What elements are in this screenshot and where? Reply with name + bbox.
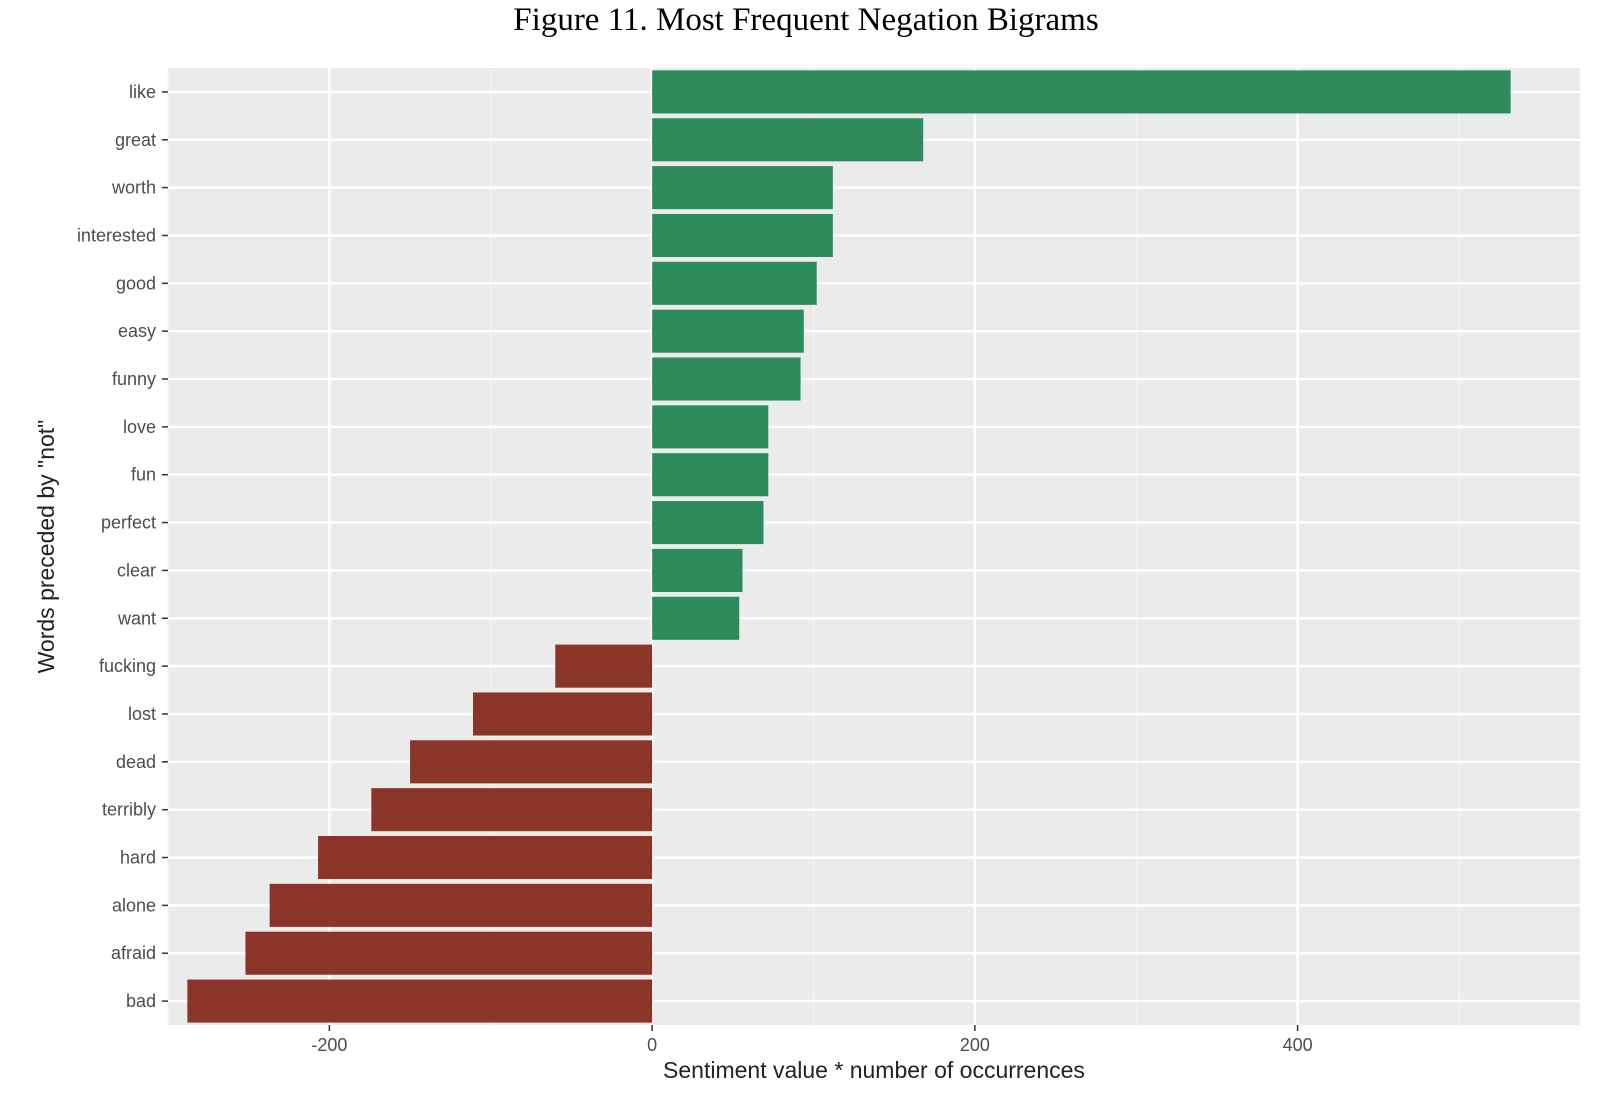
x-axis: -200 0 200 400: [311, 1025, 1313, 1055]
bar-lost: [472, 692, 653, 736]
y-tick-label: fucking: [99, 656, 156, 676]
bar-afraid: [245, 931, 653, 975]
x-axis-title: Sentiment value * number of occurrences: [663, 1057, 1085, 1083]
bar-hard: [318, 835, 653, 880]
bar-perfect: [652, 501, 764, 545]
y-tick-label: terribly: [102, 800, 156, 820]
bar-fun: [652, 453, 769, 497]
x-tick-label: 200: [960, 1035, 990, 1055]
bar-good: [652, 261, 817, 305]
y-tick-label: fun: [131, 465, 156, 485]
y-tick-label: hard: [120, 848, 156, 868]
bars: [187, 70, 1511, 1023]
y-tick-label: interested: [77, 225, 156, 245]
bar-bad: [187, 979, 653, 1023]
bar-want: [652, 596, 740, 640]
bar-clear: [652, 548, 743, 592]
y-tick-label: want: [117, 608, 156, 628]
y-tick-label: love: [123, 417, 156, 437]
y-tick-label: alone: [112, 895, 156, 915]
y-tick-label: lost: [128, 704, 156, 724]
bar-alone: [269, 883, 653, 927]
panel-background: [168, 68, 1580, 1025]
y-tick-label: afraid: [111, 943, 156, 963]
bar-worth: [652, 166, 833, 210]
y-tick-label: dead: [116, 752, 156, 772]
x-tick-label: 0: [647, 1035, 657, 1055]
bar-easy: [652, 309, 804, 353]
y-tick-label: easy: [118, 321, 156, 341]
y-axis: like great worth interested good easy funny lov…: [77, 82, 168, 1011]
figure-title: Figure 11. Most Frequent Negation Bigram…: [513, 2, 1099, 38]
y-tick-label: clear: [117, 560, 156, 580]
x-tick-label: -200: [311, 1035, 347, 1055]
y-axis-title: Words preceded by "not": [33, 420, 59, 674]
bar-like: [652, 70, 1511, 114]
x-tick-label: 400: [1283, 1035, 1313, 1055]
bar-terribly: [371, 788, 653, 832]
y-tick-label: funny: [112, 369, 156, 389]
bar-dead: [410, 740, 653, 784]
y-tick-label: like: [129, 82, 156, 102]
y-tick-label: good: [116, 273, 156, 293]
y-tick-label: great: [115, 130, 156, 150]
bar-fucking: [555, 644, 653, 688]
bar-love: [652, 405, 769, 449]
y-tick-label: perfect: [101, 513, 156, 533]
y-tick-label: worth: [111, 178, 156, 198]
plot-panel: [168, 68, 1580, 1025]
y-tick-label: bad: [126, 991, 156, 1011]
bar-great: [652, 118, 924, 162]
bar-interested: [652, 213, 833, 258]
bar-funny: [652, 357, 801, 401]
